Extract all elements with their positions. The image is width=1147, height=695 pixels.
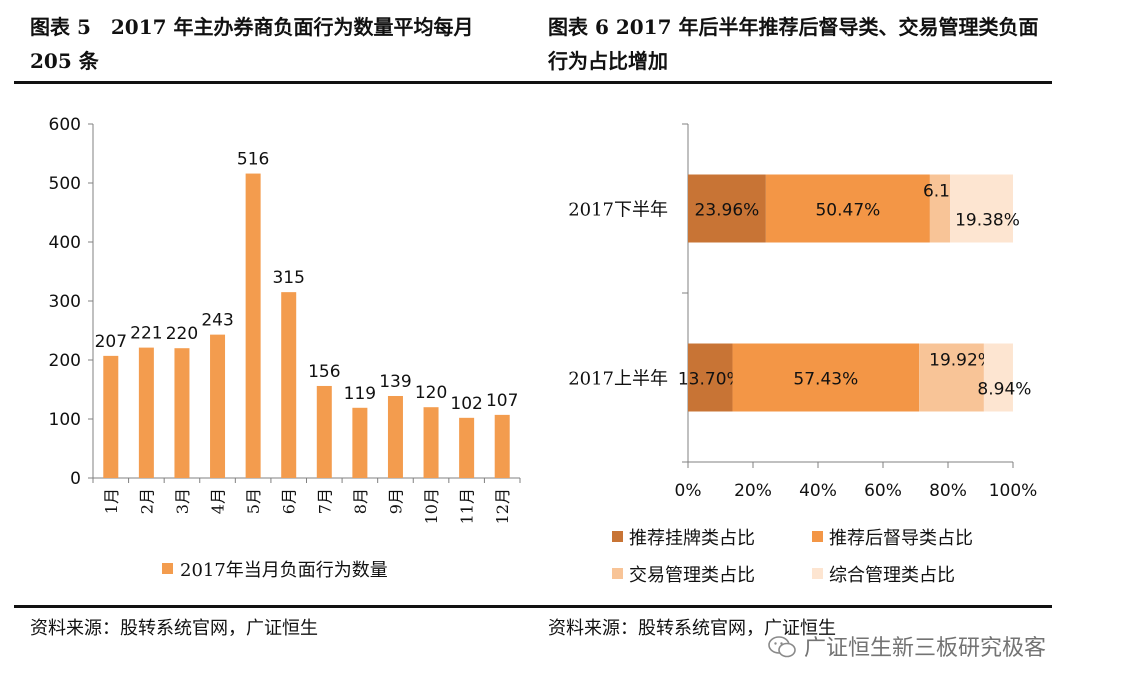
- right-x-tick-label: 80%: [929, 481, 967, 501]
- stacked-segment: [950, 174, 1013, 243]
- bar-value-label: 107: [486, 391, 518, 411]
- right-source-note: 资料来源：股转系统官网，广证恒生: [548, 618, 836, 639]
- bar-value-label: 220: [166, 324, 198, 344]
- left-y-tick-label: 600: [49, 115, 81, 135]
- bar-3: [174, 348, 190, 478]
- bar-6: [281, 292, 297, 478]
- segment-value-label: 8.94%: [977, 380, 1031, 400]
- category-label: 2017上半年: [568, 369, 668, 390]
- bar-value-label: 243: [201, 311, 233, 331]
- segment-value-label: 13.70%: [678, 370, 743, 390]
- header-rule: [14, 81, 1052, 84]
- left-y-tick-label: 100: [49, 410, 81, 430]
- legend-swatch: [612, 568, 623, 579]
- left-y-tick-label: 400: [49, 233, 81, 253]
- category-label: 2017下半年: [568, 200, 668, 221]
- x-tick-label: 10月: [422, 488, 441, 524]
- watermark-text: 广证恒生新三板研究极客: [804, 636, 1047, 661]
- right-x-tick-label: 40%: [799, 481, 837, 501]
- stacked-segment: [919, 343, 984, 412]
- bar-value-label: 221: [130, 324, 162, 344]
- bar-4: [210, 334, 226, 478]
- segment-value-label: 50.47%: [815, 201, 880, 221]
- right-x-tick-label: 60%: [864, 481, 902, 501]
- x-tick-label: 1月: [102, 488, 121, 514]
- left-source-note: 资料来源：股转系统官网，广证恒生: [30, 618, 318, 639]
- stacked-segment: [732, 343, 920, 412]
- bar-value-label: 102: [450, 394, 482, 414]
- bar-7: [316, 385, 332, 478]
- legend-label: 推荐挂牌类占比: [629, 528, 755, 549]
- bar-12: [494, 414, 510, 478]
- stacked-segment: [929, 174, 951, 243]
- x-tick-label: 2月: [137, 488, 156, 514]
- bar-11: [459, 417, 475, 478]
- stacked-segment: [688, 174, 766, 243]
- left-y-tick-label: 300: [49, 292, 81, 312]
- legend-label: 推荐后督导类占比: [829, 528, 973, 549]
- right-x-tick-label: 20%: [734, 481, 772, 501]
- x-tick-label: 12月: [493, 488, 512, 524]
- legend-swatch: [612, 531, 623, 542]
- bar-value-label: 139: [379, 372, 411, 392]
- x-tick-label: 6月: [280, 488, 299, 514]
- bar-value-label: 207: [95, 332, 127, 352]
- bar-value-label: 315: [272, 268, 304, 288]
- segment-value-label: 19.38%: [955, 211, 1020, 231]
- bar-9: [387, 395, 403, 478]
- right-x-tick-label: 0%: [675, 481, 702, 501]
- left-chart-title: 图表 5 2017 年主办券商负面行为数量平均每月 205 条: [30, 15, 474, 73]
- x-tick-label: 11月: [458, 488, 477, 524]
- bar-value-label: 156: [308, 362, 340, 382]
- legend-label-monthly: 2017年当月负面行为数量: [180, 560, 388, 581]
- x-tick-label: 4月: [209, 488, 228, 514]
- x-tick-label: 3月: [173, 488, 192, 514]
- wechat-icon: [768, 636, 796, 658]
- bar-8: [352, 407, 368, 478]
- right-chart-title: 图表 6 2017 年后半年推荐后督导类、交易管理类负面行为占比增加: [548, 15, 1039, 73]
- left-y-tick-label: 200: [49, 351, 81, 371]
- legend-swatch-monthly: [162, 563, 173, 574]
- bar-10: [423, 407, 439, 478]
- stacked-segment: [983, 343, 1013, 412]
- legend-label: 交易管理类占比: [629, 565, 755, 586]
- stacked-segment: [688, 343, 733, 412]
- segment-value-label: 57.43%: [793, 370, 858, 390]
- bar-1: [103, 355, 119, 478]
- bar-value-label: 516: [237, 150, 269, 170]
- footer-rule: [14, 605, 1052, 608]
- left-y-tick-label: 500: [49, 174, 81, 194]
- segment-value-label: 19.92%: [929, 351, 994, 371]
- bar-value-label: 120: [415, 383, 447, 403]
- bar-5: [245, 173, 261, 478]
- left-y-tick-label: 0: [70, 469, 81, 489]
- legend-swatch: [812, 531, 823, 542]
- legend-swatch: [812, 568, 823, 579]
- x-tick-label: 7月: [315, 488, 334, 514]
- legend-label: 综合管理类占比: [829, 565, 955, 586]
- segment-value-label: 23.96%: [695, 201, 760, 221]
- x-tick-label: 8月: [351, 488, 370, 514]
- bar-2: [138, 347, 154, 478]
- x-tick-label: 5月: [244, 488, 263, 514]
- stacked-segment: [765, 174, 930, 243]
- right-x-tick-label: 100%: [989, 481, 1038, 501]
- x-tick-label: 9月: [386, 488, 405, 514]
- bar-value-label: 119: [344, 384, 376, 404]
